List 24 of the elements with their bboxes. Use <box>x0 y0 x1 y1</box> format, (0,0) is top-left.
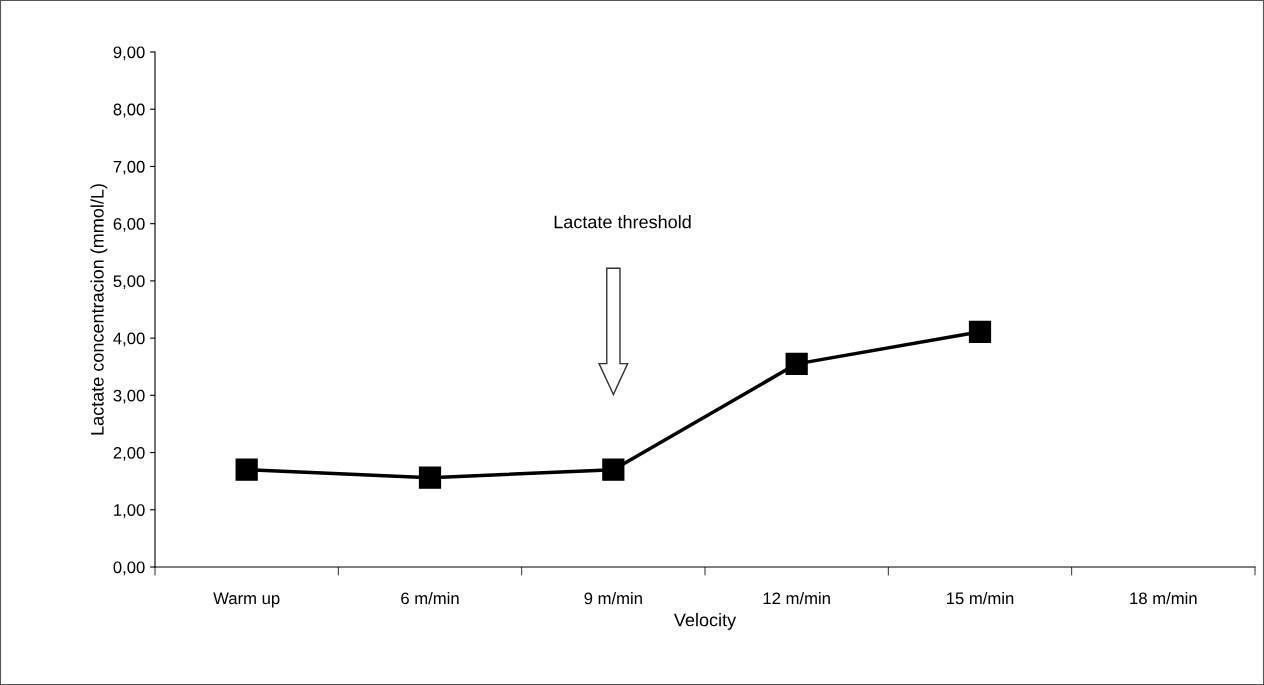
y-tick-label: 9,00 <box>113 46 145 61</box>
y-tick-label: 1,00 <box>114 504 145 518</box>
x-tick-label: 9 m/min <box>584 592 642 605</box>
y-tick-label: 8,00 <box>113 103 145 118</box>
point <box>602 458 625 481</box>
annotation: Lactate threshold <box>554 215 691 229</box>
y-tick-label: 0,00 <box>113 561 145 576</box>
x-tick-label: 18 m/min <box>1130 592 1197 605</box>
point <box>418 466 442 489</box>
y-tick-label: 6,00 <box>113 218 145 232</box>
point <box>968 320 992 343</box>
x-tick-label: Warm up <box>213 592 280 608</box>
y-tick-label: 2,00 <box>113 446 145 461</box>
x-axis-title: Velocity <box>673 613 737 630</box>
x-tick-label: 12 m/min <box>763 592 830 605</box>
x-tick-label: 6 m/min <box>401 592 459 605</box>
y-axis-title: Lactate concentracion (mmol/L) <box>90 184 108 435</box>
y-tick-label: 5,00 <box>113 275 145 290</box>
y-tick-label: 3,00 <box>113 389 145 404</box>
point <box>235 458 258 481</box>
y-tick-label: 4,00 <box>113 332 145 347</box>
x-tick-label: 15 m/min <box>947 592 1014 605</box>
point <box>785 352 808 375</box>
y-tick-label: 7,00 <box>113 160 145 175</box>
